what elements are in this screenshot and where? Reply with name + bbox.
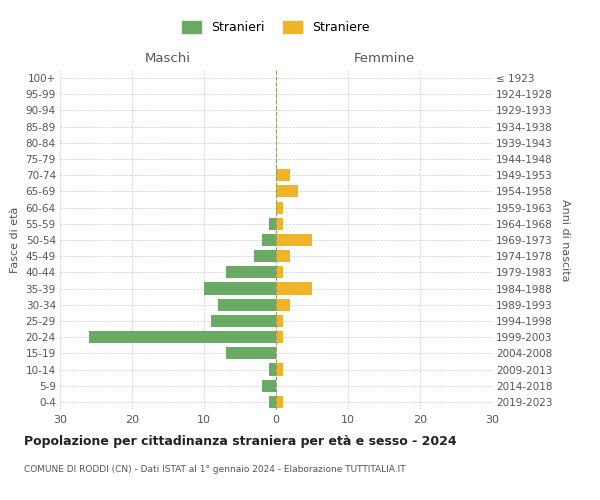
Bar [276,331,283,343]
Bar [276,282,312,294]
Text: Femmine: Femmine [353,52,415,65]
Bar [276,186,298,198]
Bar [276,298,290,311]
Bar [276,250,290,262]
Bar [276,315,283,327]
Bar [262,234,276,246]
Bar [276,266,283,278]
Bar [276,234,312,246]
Bar [269,396,276,408]
Bar [276,364,283,376]
Bar [254,250,276,262]
Bar [276,169,290,181]
Text: Popolazione per cittadinanza straniera per età e sesso - 2024: Popolazione per cittadinanza straniera p… [24,435,457,448]
Bar [89,331,276,343]
Y-axis label: Fasce di età: Fasce di età [10,207,20,273]
Text: Maschi: Maschi [145,52,191,65]
Bar [218,298,276,311]
Y-axis label: Anni di nascita: Anni di nascita [560,198,569,281]
Bar [226,348,276,360]
Bar [276,396,283,408]
Legend: Stranieri, Straniere: Stranieri, Straniere [178,16,374,40]
Bar [269,364,276,376]
Bar [262,380,276,392]
Bar [276,218,283,230]
Bar [269,218,276,230]
Bar [211,315,276,327]
Bar [204,282,276,294]
Bar [226,266,276,278]
Text: COMUNE DI RODDI (CN) - Dati ISTAT al 1° gennaio 2024 - Elaborazione TUTTITALIA.I: COMUNE DI RODDI (CN) - Dati ISTAT al 1° … [24,465,406,474]
Bar [276,202,283,213]
